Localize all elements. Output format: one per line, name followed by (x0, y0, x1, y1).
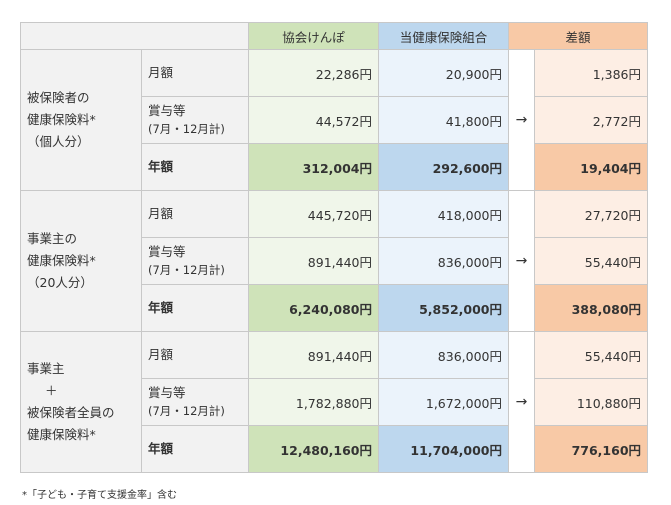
group-label-line: （20人分） (27, 275, 93, 290)
kyokai-value: 22,286円 (248, 49, 379, 97)
tou-value: 836,000円 (378, 237, 509, 285)
group-label-line: 被保険者全員の (27, 405, 115, 420)
tou-total: 292,600円 (378, 143, 509, 191)
header-tou-kumiai: 当健康保険組合 (378, 22, 509, 50)
table-row: 賞与等 (7月・12月計) 44,572円 41,800円 2,772円 (21, 96, 649, 144)
tou-value: 1,672,000円 (378, 378, 509, 426)
row-label-main: 賞与等 (148, 244, 186, 259)
group-label-line: 事業主 (27, 361, 65, 376)
row-label: 賞与等 (7月・12月計) (141, 237, 249, 285)
row-label: 年額 (141, 284, 249, 332)
header-kyokai: 協会けんぽ (248, 22, 379, 50)
kyokai-total: 312,004円 (248, 143, 379, 191)
diff-value: 2,772円 (533, 96, 649, 144)
row-label-sub: (7月・12月計) (148, 404, 225, 418)
group-label-line: 健康保険料* (27, 112, 96, 127)
arrow-icon: → (508, 190, 535, 332)
diff-total: 388,080円 (533, 284, 649, 332)
table-row-total: 年額 312,004円 292,600円 19,404円 (21, 143, 649, 191)
table-row: 事業主 ＋ 被保険者全員の 健康保険料* 月額 891,440円 836,000… (20, 331, 649, 473)
row-label-main: 賞与等 (148, 385, 186, 400)
tou-total: 5,852,000円 (378, 284, 509, 332)
row-label: 賞与等 (7月・12月計) (141, 378, 249, 426)
diff-value: 55,440円 (533, 237, 649, 285)
row-label: 賞与等 (7月・12月計) (141, 96, 249, 144)
tou-value: 41,800円 (378, 96, 509, 144)
table-row: 賞与等 (7月・12月計) 891,440円 836,000円 55,440円 (21, 237, 649, 285)
diff-total: 776,160円 (533, 425, 649, 473)
kyokai-value: 44,572円 (248, 96, 379, 144)
group-label-line: 事業主の (27, 231, 78, 246)
row-label: 月額 (141, 190, 249, 238)
diff-value: 110,880円 (533, 378, 649, 426)
tou-total: 11,704,000円 (378, 425, 509, 473)
row-label: 月額 (141, 331, 249, 379)
row-label: 年額 (141, 143, 249, 191)
header-blank-cell (20, 22, 249, 50)
group-label-line: 被保険者の (27, 90, 90, 105)
tou-value: 20,900円 (378, 49, 509, 97)
footnote: *「子ども・子育て支援金率」含む (22, 490, 177, 501)
diff-value: 55,440円 (533, 331, 649, 379)
row-label-sub: (7月・12月計) (148, 122, 225, 136)
kyokai-total: 6,240,080円 (248, 284, 379, 332)
tou-value: 418,000円 (378, 190, 509, 238)
tou-value: 836,000円 (378, 331, 509, 379)
kyokai-value: 891,440円 (248, 331, 379, 379)
table-row: 事業主の 健康保険料* （20人分） 月額 445,720円 418,000円 … (20, 190, 649, 332)
premium-comparison-table: 協会けんぽ 当健康保険組合 差額 被保険者の 健康保険料* （個人分） 月額 2… (20, 22, 649, 473)
group-label-employer: 事業主の 健康保険料* （20人分） (20, 190, 142, 332)
header-sagaku: 差額 (507, 22, 649, 50)
kyokai-value: 445,720円 (248, 190, 379, 238)
group-label-line: 健康保険料* (27, 253, 96, 268)
kyokai-value: 1,782,880円 (248, 378, 379, 426)
group-label-line: ＋ (45, 383, 58, 398)
arrow-icon: → (508, 331, 535, 473)
arrow-icon: → (508, 49, 535, 191)
table-row: 被保険者の 健康保険料* （個人分） 月額 22,286円 20,900円 → … (20, 49, 649, 191)
group-label-combined: 事業主 ＋ 被保険者全員の 健康保険料* (20, 331, 142, 473)
kyokai-value: 891,440円 (248, 237, 379, 285)
table-row: 賞与等 (7月・12月計) 1,782,880円 1,672,000円 110,… (21, 378, 649, 426)
kyokai-total: 12,480,160円 (248, 425, 379, 473)
group-label-line: 健康保険料* (27, 427, 96, 442)
group-label-insured: 被保険者の 健康保険料* （個人分） (20, 49, 142, 191)
row-label-main: 賞与等 (148, 103, 186, 118)
row-label-sub: (7月・12月計) (148, 263, 225, 277)
header-row: 協会けんぽ 当健康保険組合 差額 (20, 22, 649, 50)
group-label-line: （個人分） (27, 134, 90, 149)
diff-value: 1,386円 (533, 49, 649, 97)
row-label: 年額 (141, 425, 249, 473)
diff-total: 19,404円 (533, 143, 649, 191)
row-label: 月額 (141, 49, 249, 97)
diff-value: 27,720円 (533, 190, 649, 238)
table-row-total: 年額 6,240,080円 5,852,000円 388,080円 (21, 284, 649, 332)
table-row-total: 年額 12,480,160円 11,704,000円 776,160円 (21, 425, 649, 473)
